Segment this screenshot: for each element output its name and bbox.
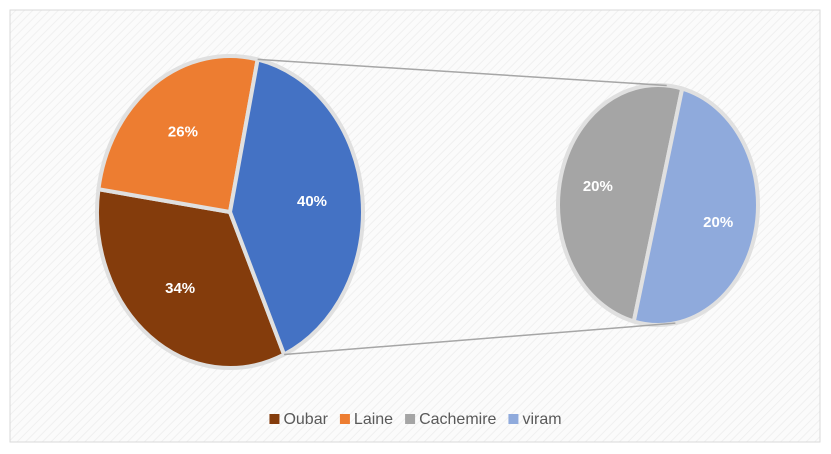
pie-slice (96, 54, 260, 215)
pie-slice (631, 86, 760, 327)
legend-label: viram (522, 411, 561, 428)
data-label: 34% (165, 280, 195, 297)
pie-slice (556, 83, 685, 324)
data-label: 20% (583, 178, 613, 195)
legend-swatch (508, 414, 519, 424)
legend-swatch (269, 414, 280, 424)
pie-slice (227, 56, 365, 358)
legend-label: Oubar (283, 411, 328, 428)
data-label: 20% (703, 214, 733, 231)
legend-label: Laine (354, 411, 393, 428)
legend: Oubar Laine Cachemire viram (269, 411, 562, 428)
data-label: 26% (168, 124, 198, 141)
connector-line (257, 58, 667, 87)
legend-swatch (339, 414, 350, 424)
legend-label: Cachemire (419, 411, 496, 428)
legend-swatch (405, 414, 416, 424)
connector-line (284, 322, 676, 356)
data-label: 40% (297, 193, 327, 210)
